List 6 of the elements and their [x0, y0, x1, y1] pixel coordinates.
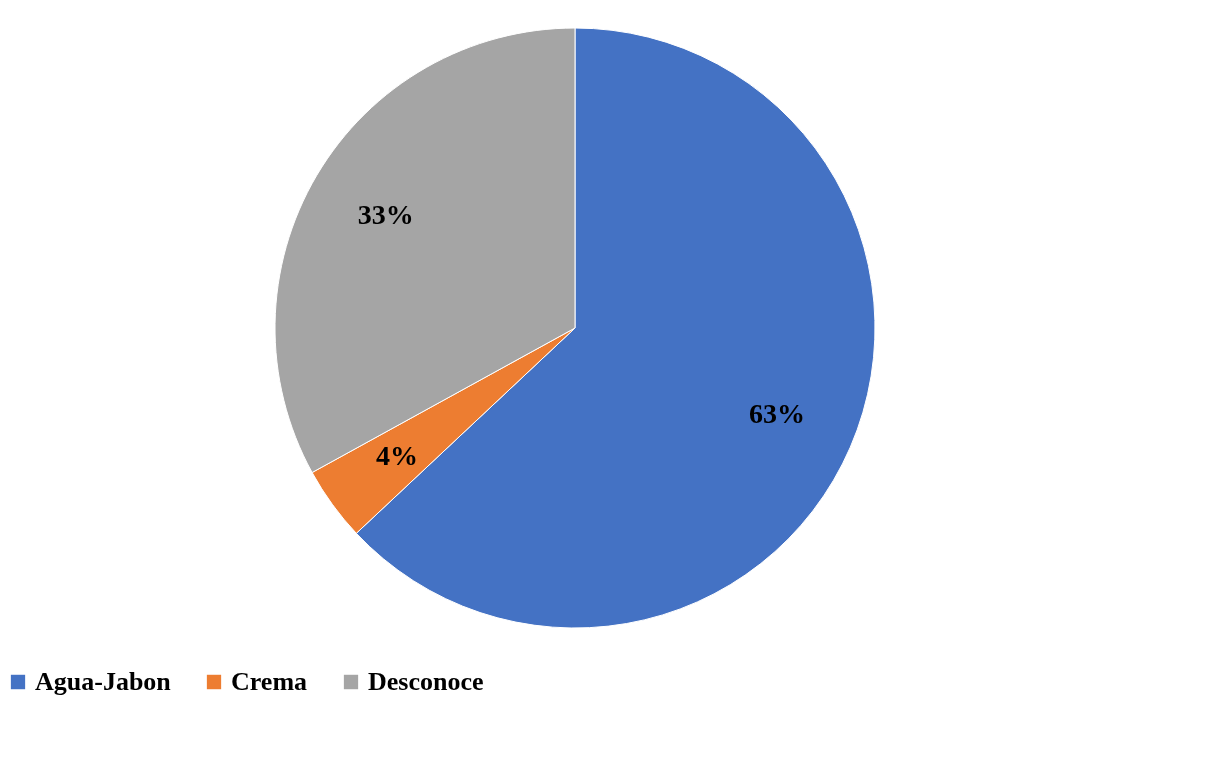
legend-label: Agua-Jabon: [35, 667, 172, 696]
data-label: 63%: [748, 398, 805, 430]
legend-label: Desconoce: [368, 667, 484, 696]
data-label: 4%: [376, 440, 419, 472]
data-label: 33%: [357, 199, 414, 231]
legend-label: Crema: [231, 667, 308, 696]
